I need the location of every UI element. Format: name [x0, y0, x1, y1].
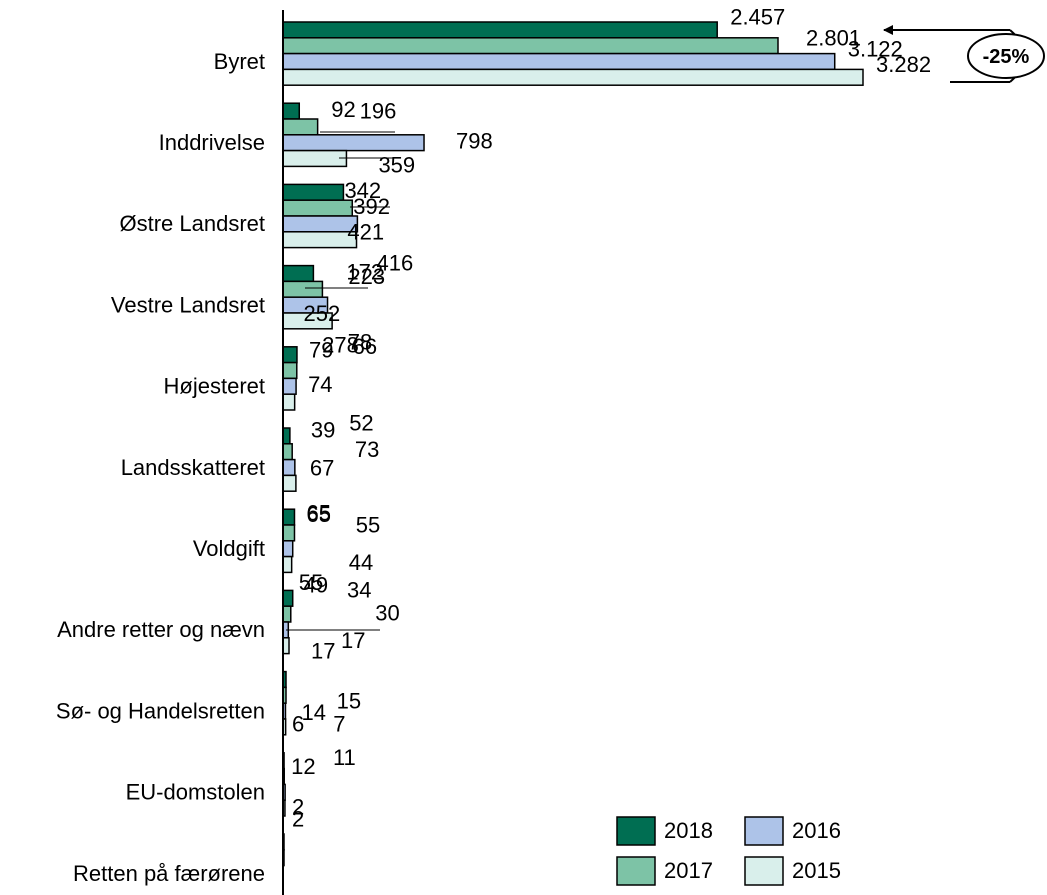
category-label: Vestre Landsret — [111, 292, 265, 317]
bar-2018 — [282, 589, 294, 607]
value-label: 416 — [377, 251, 414, 276]
reduction-callout: -25% — [883, 25, 1045, 83]
value-label: 65 — [306, 501, 330, 526]
callout-label: -25% — [983, 46, 1030, 68]
bar-2016 — [282, 540, 294, 558]
value-label: 3.122 — [848, 36, 903, 61]
bar-2017 — [282, 605, 292, 623]
value-label: 66 — [353, 334, 377, 359]
value-label: 223 — [348, 264, 385, 289]
bar-2018 — [282, 21, 718, 39]
bar-2017 — [282, 280, 324, 298]
value-label: 6 — [292, 712, 304, 737]
legend-label-2017: 2017 — [664, 858, 713, 883]
leader-lines-layer — [286, 131, 395, 631]
bar-2016 — [282, 52, 836, 71]
category-label: Andre retter og nævn — [57, 617, 265, 642]
value-label: 15 — [337, 689, 361, 714]
value-label: 342 — [344, 178, 381, 203]
value-label: 44 — [349, 550, 373, 575]
bar-2016 — [282, 458, 296, 477]
bar-2018 — [282, 508, 296, 526]
value-label: 92 — [331, 97, 355, 122]
legend-swatch-2018 — [616, 816, 656, 846]
category-label: Byret — [214, 49, 265, 74]
legend-label-2015: 2015 — [792, 858, 841, 883]
value-label: 65 — [306, 502, 330, 527]
bar-2017 — [282, 118, 319, 136]
value-label: 17 — [311, 638, 335, 663]
value-label: 11 — [333, 745, 356, 770]
bar-2016 — [282, 377, 297, 395]
value-label: 12 — [291, 754, 315, 779]
bar-2015 — [282, 68, 864, 86]
bar-2018 — [282, 102, 301, 120]
value-label: 49 — [304, 572, 328, 597]
value-label: 2 — [292, 807, 304, 832]
value-label: 3.282 — [876, 52, 931, 77]
category-label: Østre Landsret — [119, 211, 265, 236]
value-label: 2.457 — [730, 5, 785, 30]
legend-swatch-2017 — [616, 856, 656, 886]
legend-label-2016: 2016 — [792, 818, 841, 843]
bar-2015 — [282, 393, 296, 411]
value-label: 78 — [348, 329, 372, 354]
bar-2017 — [282, 199, 354, 217]
bar-2018 — [282, 183, 345, 201]
value-label: 2 — [292, 795, 304, 820]
value-label: 74 — [308, 372, 332, 397]
value-label: 278 — [322, 333, 359, 358]
value-label: 252 — [304, 301, 341, 326]
bar-2018 — [282, 264, 315, 283]
value-label: 55 — [356, 513, 380, 538]
legend-swatch-2015 — [744, 856, 784, 886]
legend-label-2018: 2018 — [664, 818, 713, 843]
category-label: EU-domstolen — [126, 780, 265, 805]
value-label: 39 — [311, 418, 335, 443]
value-label: 17 — [341, 628, 365, 653]
value-label: 52 — [349, 411, 373, 436]
category-label: Højesteret — [164, 374, 265, 399]
bar-2015 — [282, 149, 348, 168]
bar-2018 — [282, 427, 291, 445]
bar-2016 — [282, 215, 359, 233]
category-labels-layer: Byret Inddrivelse Østre Landsret Vestre Lan… — [56, 49, 265, 886]
value-label: 359 — [378, 152, 415, 177]
bar-2017 — [282, 524, 296, 542]
bar-2016 — [282, 134, 425, 152]
value-label: 55 — [299, 570, 323, 595]
bar-2015 — [282, 474, 297, 492]
value-label: 7 — [333, 711, 345, 736]
value-label: 73 — [355, 437, 379, 462]
value-label: 196 — [360, 99, 397, 124]
category-label: Sø- og Handelsretten — [56, 698, 265, 723]
bar-2015 — [282, 555, 293, 574]
value-label: 172 — [346, 259, 383, 284]
legend: 2018 2016 2017 2015 — [616, 816, 841, 886]
category-label: Voldgift — [193, 536, 265, 561]
bar-2017 — [282, 37, 779, 55]
value-label: 34 — [347, 578, 371, 603]
category-label: Retten på færørene — [73, 861, 265, 886]
callout-ellipse — [967, 33, 1045, 79]
bar-2017 — [282, 443, 293, 461]
value-label: 79 — [309, 338, 333, 363]
value-label: 67 — [310, 455, 334, 480]
category-label: Landsskatteret — [121, 455, 265, 480]
value-label: 2.801 — [806, 26, 861, 51]
value-label: 392 — [353, 194, 390, 219]
value-label: 421 — [347, 220, 384, 245]
bar-2017 — [282, 361, 298, 380]
value-label: 798 — [456, 129, 493, 154]
value-label: 30 — [375, 601, 399, 626]
value-label: 14 — [301, 700, 325, 725]
bar-2015 — [282, 231, 358, 249]
bar-2018 — [282, 346, 298, 364]
category-label: Inddrivelse — [159, 130, 265, 155]
legend-swatch-2016 — [744, 816, 784, 846]
